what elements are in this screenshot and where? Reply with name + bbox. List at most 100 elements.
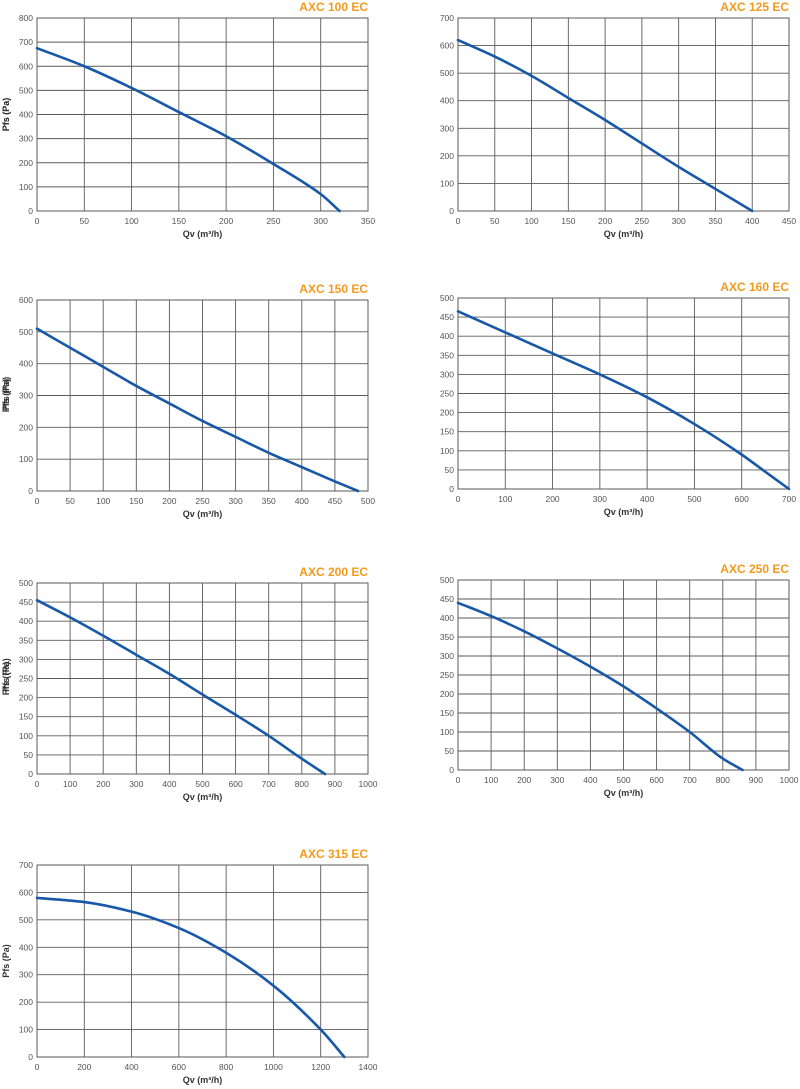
- x-tick-label: 350: [262, 496, 276, 506]
- y-tick-label: 700: [19, 37, 33, 47]
- x-tick-label: 800: [219, 1062, 233, 1072]
- x-tick-label: 400: [745, 216, 759, 226]
- x-tick-label: 200: [545, 494, 559, 504]
- y-tick-label: 100: [440, 446, 454, 456]
- y-tick-label: 500: [19, 327, 33, 337]
- x-tick-label: 500: [361, 496, 375, 506]
- performance-curve: [35, 46, 341, 213]
- plot-frame: [36, 582, 369, 775]
- y-axis-label: Pfs (Pa): [1, 377, 11, 411]
- performance-curve: [35, 327, 360, 493]
- chart-panel: AXC 125 EC 0 50 100 150 200 250 300 350 400 450 0 10…: [1, 0, 796, 239]
- plot-frame: [457, 17, 790, 212]
- y-tick-label: 250: [19, 674, 33, 684]
- y-tick-label: 300: [440, 651, 454, 661]
- y-tick-label: 200: [19, 422, 33, 432]
- x-tick-label: 0: [456, 494, 461, 504]
- y-tick-label: 300: [19, 391, 33, 401]
- x-tick-label: 600: [735, 494, 749, 504]
- chart-panel: AXC 315 EC 0 200 400 600 800 1000 1200 1400 0 100 2…: [1, 847, 378, 1085]
- x-tick-label: 100: [484, 775, 498, 785]
- performance-curve: [35, 896, 346, 1059]
- x-tick-label: 100: [96, 496, 110, 506]
- chart-title: AXC 125 EC: [720, 0, 789, 14]
- x-tick-label: 250: [266, 216, 280, 226]
- performance-curve: [456, 310, 791, 491]
- y-tick-label: 800: [19, 13, 33, 23]
- x-tick-label: 300: [550, 775, 564, 785]
- x-tick-label: 100: [498, 494, 512, 504]
- x-axis-label: Qv (m³/h): [604, 507, 644, 517]
- y-axis-label: Pfs (Pa): [1, 658, 11, 692]
- y-tick-label: 50: [24, 750, 34, 760]
- y-axis-label: Pfs (Pa): [1, 662, 11, 696]
- plot-frame: [36, 864, 369, 1058]
- plot-frame: [457, 297, 790, 490]
- y-tick-label: 700: [19, 860, 33, 870]
- x-tick-label: 0: [456, 216, 461, 226]
- chart-panel: AXC 160 EC0 100 200 300 400 500 600 70005010015…: [1, 280, 796, 517]
- y-axis-label: Pfs (Pa): [1, 98, 11, 132]
- chart-title: AXC 315 EC: [299, 847, 368, 861]
- x-tick-label: 400: [124, 1062, 138, 1072]
- y-tick-label: 0: [449, 206, 454, 216]
- x-tick-label: 1000: [359, 779, 378, 789]
- x-tick-label: 0: [35, 779, 40, 789]
- x-tick-label: 200: [598, 216, 612, 226]
- y-tick-label: 300: [440, 369, 454, 379]
- y-tick-label: 500: [440, 575, 454, 585]
- x-tick-label: 300: [672, 216, 686, 226]
- y-tick-label: 400: [19, 616, 33, 626]
- y-tick-label: 400: [19, 110, 33, 120]
- y-tick-label: 600: [19, 295, 33, 305]
- x-tick-label: 100: [124, 216, 138, 226]
- x-tick-label: 150: [129, 496, 143, 506]
- y-axis-label: Pfs (Pa): [1, 98, 11, 132]
- x-axis-label: Qv (m³/h): [604, 788, 644, 798]
- y-tick-label: 100: [440, 178, 454, 188]
- x-tick-label: 400: [162, 779, 176, 789]
- x-axis-label: Qv (m³/h): [183, 1075, 223, 1085]
- x-tick-label: 200: [96, 779, 110, 789]
- x-tick-label: 450: [328, 496, 342, 506]
- y-tick-label: 0: [449, 484, 454, 494]
- y-tick-label: 450: [440, 312, 454, 322]
- y-tick-label: 600: [19, 887, 33, 897]
- y-tick-label: 250: [440, 389, 454, 399]
- x-tick-label: 250: [195, 496, 209, 506]
- x-tick-label: 150: [172, 216, 186, 226]
- x-tick-label: 900: [328, 779, 342, 789]
- y-tick-label: 300: [19, 134, 33, 144]
- x-tick-label: 400: [583, 775, 597, 785]
- x-tick-label: 350: [708, 216, 722, 226]
- y-tick-label: 50: [445, 465, 455, 475]
- x-tick-label: 250: [635, 216, 649, 226]
- y-tick-label: 100: [19, 182, 33, 192]
- y-tick-label: 0: [28, 769, 33, 779]
- y-tick-label: 350: [440, 632, 454, 642]
- x-tick-label: 600: [229, 779, 243, 789]
- y-tick-label: 400: [19, 359, 33, 369]
- x-tick-label: 600: [650, 775, 664, 785]
- x-tick-label: 450: [782, 216, 796, 226]
- x-tick-label: 100: [63, 779, 77, 789]
- y-tick-label: 450: [19, 597, 33, 607]
- chart-title: AXC 150 EC: [299, 282, 368, 296]
- x-tick-label: 300: [593, 494, 607, 504]
- chart-title: AXC 250 EC: [720, 562, 789, 576]
- chart-title: AXC 160 EC: [720, 280, 789, 294]
- performance-curve: [456, 601, 744, 772]
- y-tick-label: 400: [440, 96, 454, 106]
- x-tick-label: 800: [295, 779, 309, 789]
- y-tick-label: 450: [440, 594, 454, 604]
- y-tick-label: 250: [440, 670, 454, 680]
- x-tick-label: 300: [314, 216, 328, 226]
- y-tick-label: 100: [19, 731, 33, 741]
- x-axis-label: Qv (m³/h): [604, 229, 644, 239]
- x-tick-label: 200: [517, 775, 531, 785]
- y-tick-label: 700: [440, 13, 454, 23]
- x-axis-label: Qv (m³/h): [183, 509, 223, 519]
- x-tick-label: 200: [162, 496, 176, 506]
- chart-title: AXC 200 EC: [299, 565, 368, 579]
- x-tick-label: 50: [490, 216, 500, 226]
